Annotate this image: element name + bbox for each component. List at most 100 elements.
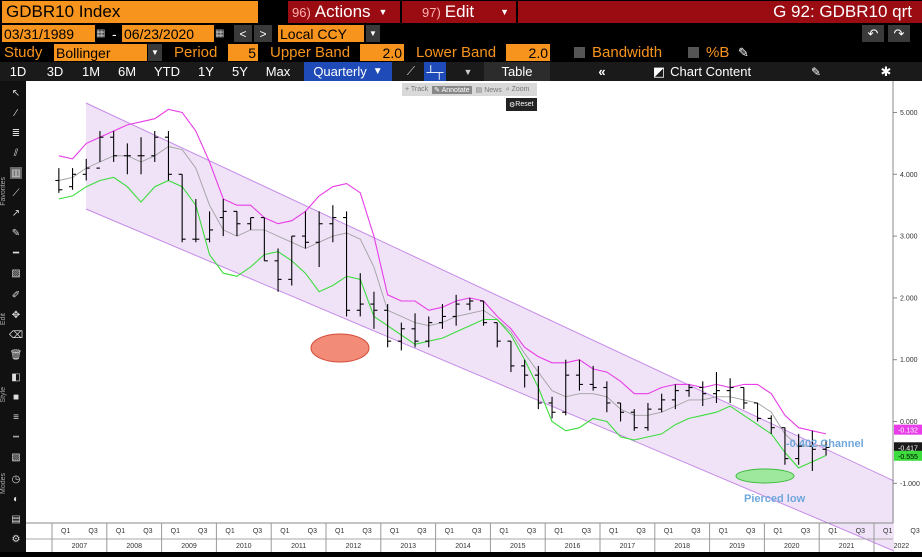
stripe-tool-icon[interactable]: ▨ <box>11 267 21 279</box>
drawing-toolbar: ↖ ∕ ≣ ⫽ ▥ ⟋ ↗ ✎ ━ ▨ ✐ ✥ ⌫ 🗑 ◧ ■ ≡ ┅ ▧ ◷ … <box>0 81 26 552</box>
red-highlight-ellipse <box>310 333 370 363</box>
price-bar <box>110 131 118 162</box>
clock-icon[interactable]: ◷ <box>11 473 21 485</box>
chart-type-dropdown[interactable]: ▼ <box>463 66 473 77</box>
layers-icon[interactable]: ▤ <box>11 513 21 525</box>
quarter-label: Q3 <box>856 528 865 535</box>
price-bar <box>726 378 734 403</box>
line-style-icon[interactable]: ≡ <box>13 411 19 423</box>
next-range-button[interactable]: > <box>254 25 272 42</box>
quarter-label: Q3 <box>143 528 152 535</box>
zoom-button[interactable]: ⌕ Zoom <box>506 86 530 94</box>
line-tool-icon[interactable]: ∕ <box>15 107 17 119</box>
settings-icon[interactable]: ⚙ <box>11 533 21 545</box>
ray-tool-icon[interactable]: ↗ <box>11 207 21 219</box>
dash-style-icon[interactable]: ┅ <box>12 431 20 443</box>
annotate-label: Annotate <box>441 86 470 94</box>
tab-1m[interactable]: 1M <box>81 64 101 79</box>
trend-tool-icon[interactable]: ⟋ <box>12 187 20 199</box>
green-highlight-ellipse <box>735 468 795 484</box>
tab-6m[interactable]: 6M <box>117 64 137 79</box>
tab-ytd[interactable]: YTD <box>154 64 180 79</box>
hline-tool-icon[interactable]: ━ <box>12 247 20 259</box>
year-label: 2022 <box>894 543 910 550</box>
tab-max[interactable]: Max <box>265 64 291 79</box>
eraser-tool-icon[interactable]: ⌫ <box>8 329 24 341</box>
bar-chart-icon[interactable]: ┴┬ <box>424 62 446 81</box>
y-tick-label: 5.000 <box>900 110 918 117</box>
price-bar <box>493 322 501 348</box>
color-tool-icon[interactable]: ◧ <box>11 371 21 383</box>
currency-select[interactable]: Local CCY <box>278 25 364 42</box>
study-bar: Study Bollinger ▼ Period 5 Upper Band 2.… <box>0 43 922 62</box>
price-bar <box>671 384 679 410</box>
annotate-button[interactable]: ✎ Annotate <box>432 85 472 94</box>
news-button[interactable]: ▤ News <box>476 86 502 94</box>
tab-quarterly-label: Quarterly <box>313 64 367 79</box>
tab-quarterly[interactable]: Quarterly ▼ <box>304 62 392 81</box>
price-bar <box>82 158 90 181</box>
line-chart-icon[interactable]: ⟋ <box>406 64 416 78</box>
calendar-icon[interactable]: ▦ <box>96 28 106 39</box>
price-bar <box>69 168 77 190</box>
pctb-checkbox[interactable] <box>688 47 699 58</box>
reset-icon: ⚙ <box>509 101 516 109</box>
last-value-lower: -0.555 <box>898 454 918 461</box>
start-date-field[interactable]: 03/31/1989 <box>2 25 95 42</box>
quarter-label: Q3 <box>472 528 481 535</box>
edit-chart-icon[interactable]: ✎ <box>810 64 822 79</box>
undo-button[interactable]: ↶ <box>862 25 884 42</box>
channel-tool-icon[interactable]: ⫽ <box>13 147 19 159</box>
track-button[interactable]: + Track <box>405 86 428 93</box>
period-field[interactable]: 5 <box>228 44 258 61</box>
gear-icon[interactable]: ✱ <box>880 63 892 79</box>
tab-1d[interactable]: 1D <box>9 64 27 79</box>
fib-tool-icon[interactable]: ≣ <box>11 127 21 139</box>
move-tool-icon[interactable]: ✥ <box>11 309 21 321</box>
collapse-icon[interactable]: « <box>598 64 606 79</box>
pattern-icon[interactable]: ▧ <box>11 451 21 463</box>
quarter-label: Q1 <box>225 528 234 535</box>
upper-band-field[interactable]: 2.0 <box>360 44 404 61</box>
bollinger-chart[interactable]: 5.000 4.000 3.000 2.000 1.000 0.000 -1.000 Q1 Q3… <box>26 81 922 552</box>
actions-menu[interactable]: 96) Actions ▼ <box>288 1 400 23</box>
price-bar <box>384 304 392 348</box>
brush-tool-icon[interactable]: ✐ <box>11 289 21 301</box>
chevron-down-icon: ▼ <box>151 48 159 57</box>
reset-button[interactable]: ⚙ Reset <box>506 98 537 111</box>
price-bar <box>630 409 638 431</box>
price-bar <box>206 211 214 243</box>
chart-area[interactable]: 5.000 4.000 3.000 2.000 1.000 0.000 -1.000 Q1 Q3… <box>26 81 922 552</box>
lower-band-field[interactable]: 2.0 <box>506 44 550 61</box>
pen-tool-icon[interactable]: ✎ <box>11 227 21 239</box>
study-select[interactable]: Bollinger <box>54 44 147 61</box>
security-ticker: GDBR10 Index <box>6 2 121 21</box>
cursor-icon[interactable]: ↖ <box>11 87 21 99</box>
tab-1y[interactable]: 1Y <box>198 64 214 79</box>
chevron-right-icon: > <box>259 26 267 41</box>
price-bar <box>603 381 611 413</box>
end-date-field[interactable]: 06/23/2020 <box>122 25 214 42</box>
edit-menu[interactable]: 97) Edit ▼ <box>402 1 516 23</box>
pencil-icon[interactable]: ✎ <box>738 44 749 60</box>
tab-5y[interactable]: 5Y <box>232 64 248 79</box>
redo-button[interactable]: ↷ <box>888 25 910 42</box>
chart-mode-toolbar: + Track ✎ Annotate ▤ News ⌕ Zoom <box>402 83 537 96</box>
bars-tool-icon[interactable]: ▥ <box>10 167 22 179</box>
prev-range-button[interactable]: < <box>234 25 252 42</box>
fill-tool-icon[interactable]: ■ <box>12 391 20 403</box>
tab-3d[interactable]: 3D <box>46 64 64 79</box>
trash-icon[interactable]: 🗑 <box>9 349 23 361</box>
study-dropdown[interactable]: ▼ <box>148 44 162 61</box>
currency-dropdown[interactable]: ▼ <box>366 25 380 42</box>
pctb-label: %B <box>706 44 730 61</box>
date-range-bar: 03/31/1989 ▦ - 06/23/2020 ▦ < > Local CC… <box>0 24 922 43</box>
price-bar <box>315 211 323 267</box>
bandwidth-checkbox[interactable] <box>574 47 585 58</box>
calendar-icon[interactable]: ▦ <box>215 28 225 39</box>
security-field[interactable]: GDBR10 Index <box>2 1 258 23</box>
chart-content-button[interactable]: ◩ Chart Content <box>642 62 762 81</box>
y-tick-label: 0.000 <box>900 419 918 426</box>
table-button[interactable]: Table <box>484 62 550 81</box>
mode-icon[interactable]: ◐ <box>12 493 20 505</box>
